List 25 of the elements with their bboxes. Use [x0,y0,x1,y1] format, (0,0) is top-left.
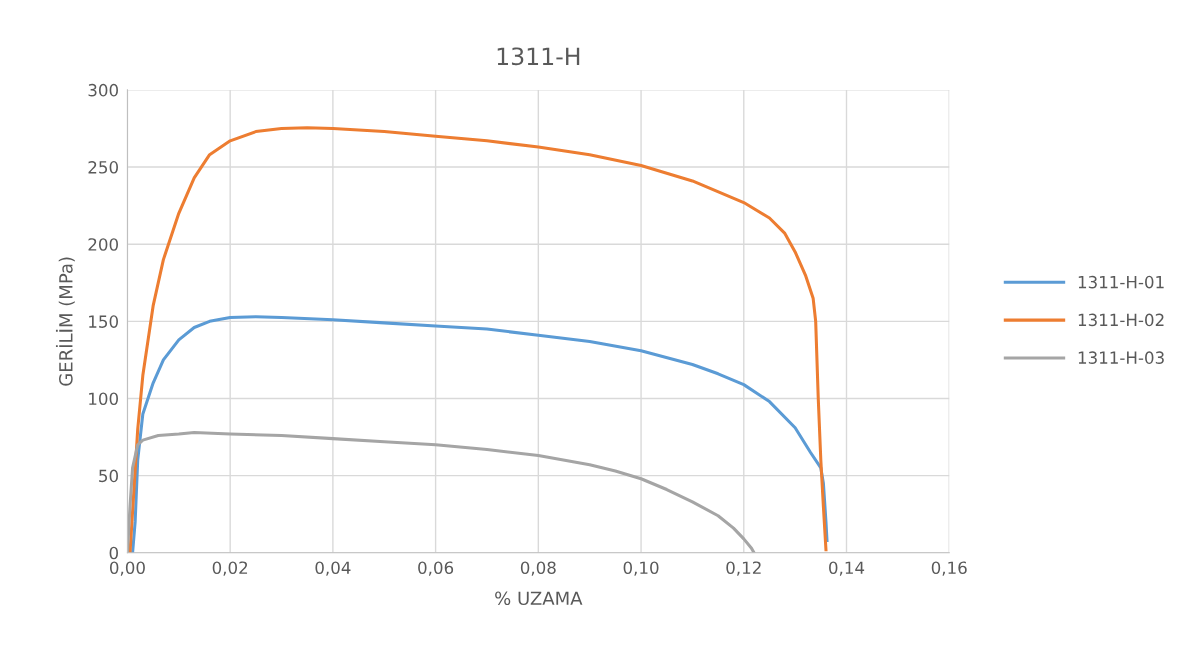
y-tick-label: 200 [88,238,118,251]
y-tick-label: 250 [88,161,118,174]
x-tick-label: 0,14 [829,561,865,576]
x-tick-label: 0,06 [418,561,454,576]
x-tick-label: 0,12 [726,561,761,576]
legend-label: 1311-H-01 [1078,275,1164,289]
line-series [127,430,756,553]
y-tick-label: 300 [88,83,118,97]
chart-title: 1311-H [497,47,580,66]
x-tick-label: 0,16 [931,561,967,576]
x-tick-label: 0,02 [212,561,248,576]
legend-label: 1311-H-03 [1078,351,1164,364]
x-tick-label: 0,04 [315,561,351,576]
y-tick-label: 150 [89,315,118,328]
legend-label: 1311-H-02 [1078,313,1164,327]
y-tick-label: 0 [109,546,118,560]
x-axis-title: % UZAMA [495,591,583,606]
line-series [128,126,828,553]
x-tick-label: 0,08 [520,561,556,576]
y-tick-label: 100 [89,392,118,406]
y-axis-title: GERİLİM (MPa) [55,257,75,386]
y-tick-label: 50 [99,469,118,483]
x-tick-label: 0,10 [623,561,659,576]
line-series [131,315,829,553]
x-tick-label: 0,00 [109,561,145,576]
